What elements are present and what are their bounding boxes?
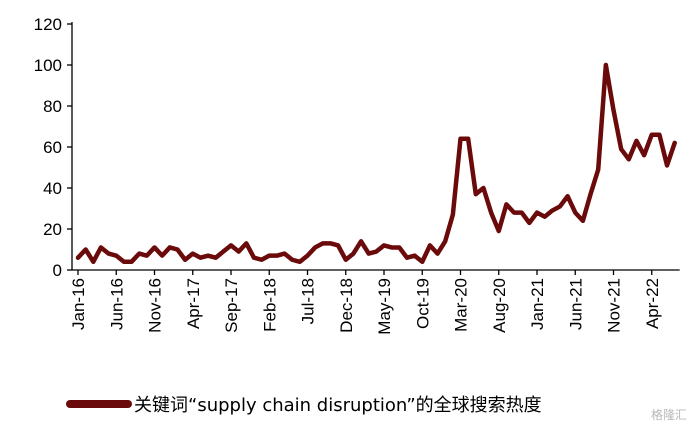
y-tick-label: 60 — [43, 138, 62, 157]
x-tick-label: Apr-22 — [643, 278, 662, 329]
y-axis: 0 20 40 60 80 100 120 — [34, 15, 73, 280]
x-tick-label: Apr-17 — [184, 278, 203, 329]
legend: 关键词“supply chain disruption”的全球搜索热度 — [66, 395, 542, 416]
y-tick-label: 100 — [34, 56, 62, 75]
y-tick-label: 40 — [43, 179, 62, 198]
x-tick-label: Jun-16 — [107, 278, 126, 330]
x-tick-label: Sep-17 — [222, 278, 241, 333]
x-tick-label: Aug-20 — [490, 278, 509, 333]
x-tick-label: Jan-16 — [69, 278, 88, 330]
legend-label: 关键词“supply chain disruption”的全球搜索热度 — [134, 395, 542, 416]
watermark: 格隆汇 — [650, 408, 687, 422]
series-line — [75, 62, 677, 265]
x-tick-label: May-19 — [375, 278, 394, 335]
x-tick-label: Nov-16 — [146, 278, 165, 333]
y-tick-label: 120 — [34, 15, 62, 34]
x-tick-label: Jun-21 — [566, 278, 585, 330]
x-tick-label: Dec-18 — [337, 278, 356, 333]
x-tick-label: Jan-21 — [528, 278, 547, 330]
x-tick-label: Nov-21 — [605, 278, 624, 333]
y-tick-label: 0 — [53, 261, 62, 280]
y-tick-label: 80 — [43, 97, 62, 116]
x-tick-label: Oct-19 — [413, 278, 432, 329]
x-tick-label: Jul-18 — [299, 278, 318, 324]
x-axis: Jan-16 Jun-16 Nov-16 Apr-17 Sep-17 Feb-18 Jul-… — [69, 269, 680, 335]
series-layer — [75, 62, 677, 265]
x-tick-label: Feb-18 — [260, 278, 279, 332]
y-tick-label: 20 — [43, 220, 62, 239]
x-tick-label: Mar-20 — [452, 278, 471, 332]
